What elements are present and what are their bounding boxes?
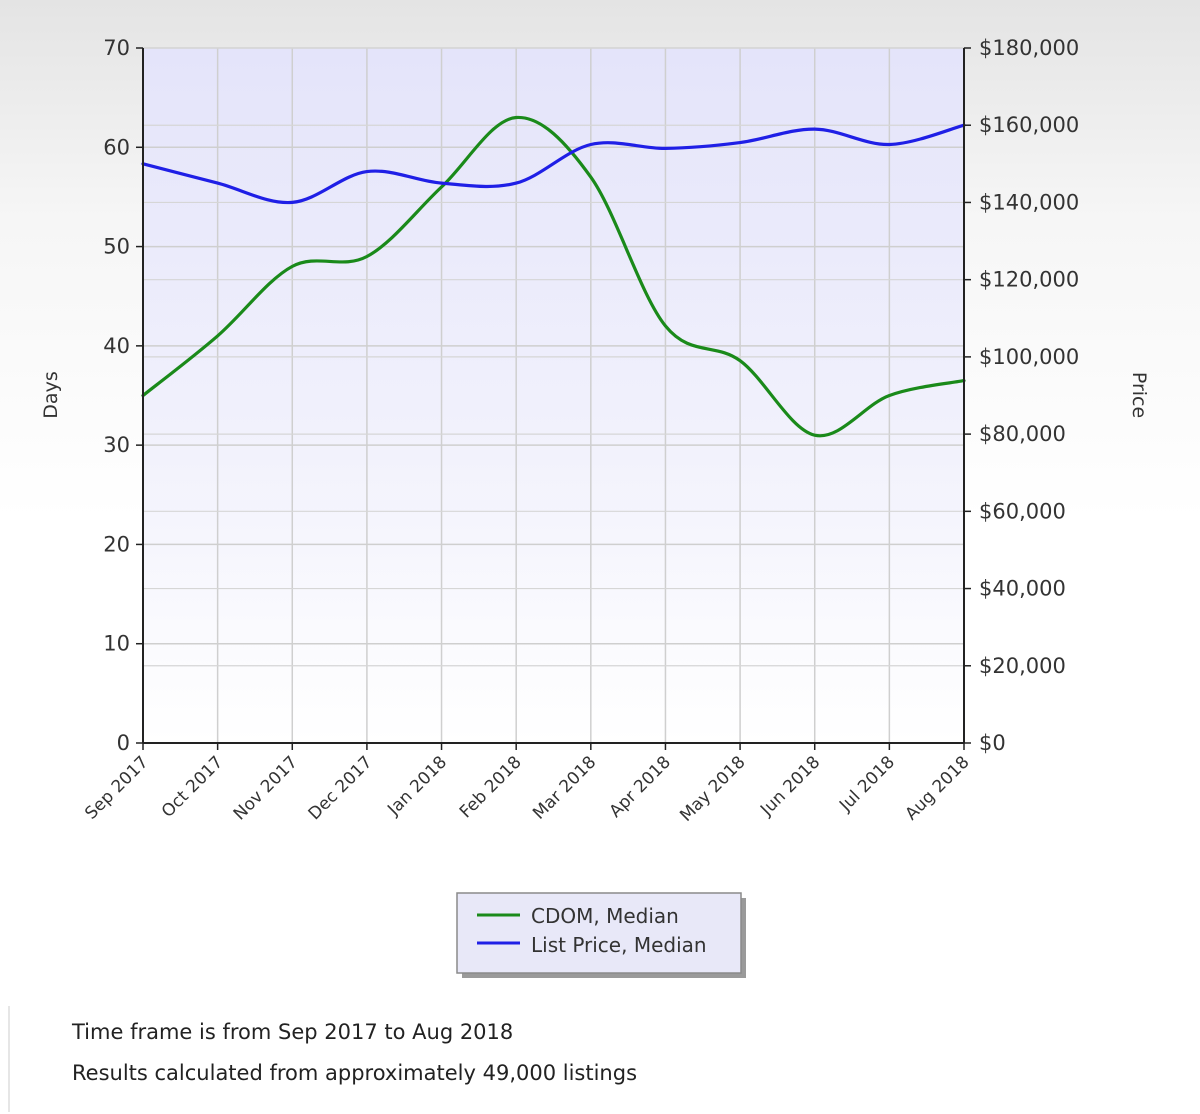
legend-box: [456, 892, 742, 974]
x-axis-ticks: Sep 2017 Oct 2017 Nov 2017 Dec 2017 Jan 2018…: [81, 743, 974, 826]
left-tick-label: 50: [103, 235, 130, 259]
left-tick-label: 30: [103, 433, 130, 457]
left-axis-ticks: 0 10 20 30 40 50 60 70: [103, 36, 143, 755]
x-tick-label: Apr 2018: [606, 752, 675, 821]
series-lines: [141, 115, 966, 438]
left-axis-title: Days: [40, 371, 62, 418]
x-tick-label: May 2018: [676, 752, 749, 825]
axes: [142, 48, 965, 744]
x-tick-label: Oct 2017: [158, 752, 227, 821]
right-axis-ticks: $0 $20,000 $40,000 $60,000 $80,000 $100,000 $1…: [964, 36, 1079, 755]
x-tick-label: Jan 2018: [383, 752, 451, 820]
legend-label-list-price: List Price, Median: [531, 933, 707, 957]
right-tick-label: $20,000: [979, 654, 1066, 678]
series-line-list-price: [141, 123, 966, 205]
left-tick-label: 40: [103, 334, 130, 358]
right-tick-label: $120,000: [979, 268, 1079, 292]
right-tick-label: $40,000: [979, 577, 1066, 601]
legend-label-cdom: CDOM, Median: [531, 904, 679, 928]
chart-area: 0 10 20 30 40 50 60 70 $0 $20,000 $40,000 $60,000 $…: [0, 0, 1200, 990]
x-tick-label: Sep 2017: [81, 752, 152, 823]
x-tick-label: Feb 2018: [456, 752, 526, 822]
x-tick-label: Dec 2017: [305, 752, 377, 824]
right-tick-label: $140,000: [979, 190, 1079, 214]
footer-listings-note: Results calculated from approximately 49…: [72, 1061, 638, 1085]
right-tick-label: $0: [979, 731, 1006, 755]
left-tick-label: 70: [103, 36, 130, 60]
x-tick-label: Jun 2018: [756, 752, 824, 820]
left-tick-label: 20: [103, 532, 130, 556]
x-tick-label: Aug 2018: [901, 752, 973, 824]
right-tick-label: $180,000: [979, 36, 1079, 60]
x-tick-label: Jul 2018: [835, 752, 899, 816]
right-tick-label: $80,000: [979, 422, 1066, 446]
left-tick-label: 60: [103, 135, 130, 159]
left-tick-label: 10: [103, 632, 130, 656]
right-tick-label: $160,000: [979, 113, 1079, 137]
legend: CDOM, Median List Price, Median: [456, 892, 746, 978]
x-tick-label: Mar 2018: [529, 752, 600, 823]
left-tick-label: 0: [117, 731, 130, 755]
series-line-cdom: [141, 115, 966, 438]
plot-background: [143, 48, 964, 743]
footer-rule: [8, 1006, 10, 1112]
footer: Time frame is from Sep 2017 to Aug 2018 …: [0, 1004, 1200, 1114]
right-tick-label: $100,000: [979, 345, 1079, 369]
footer-time-frame: Time frame is from Sep 2017 to Aug 2018: [72, 1020, 514, 1044]
x-tick-label: Nov 2017: [230, 752, 302, 824]
right-tick-label: $60,000: [979, 499, 1066, 523]
right-axis-title: Price: [1128, 372, 1150, 418]
